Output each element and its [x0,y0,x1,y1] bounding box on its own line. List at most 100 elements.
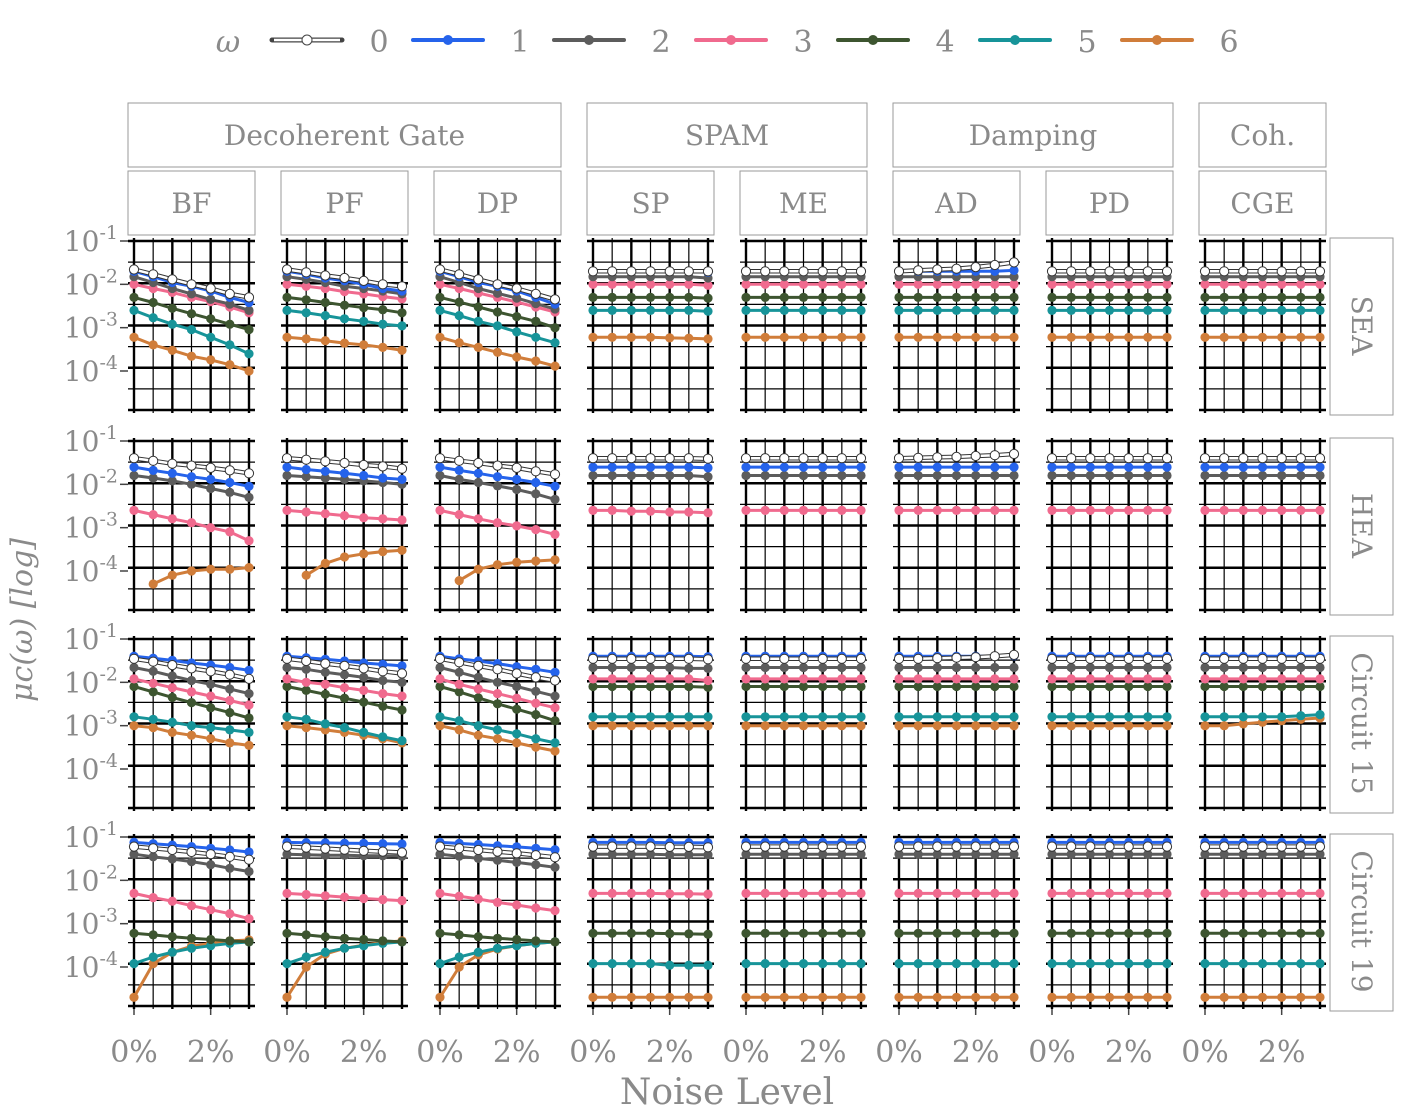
point-series-1 [282,462,292,472]
point-series-1 [913,462,923,472]
point-series-3 [1009,505,1019,515]
point-series-4 [779,928,789,938]
point-series-6 [148,579,158,589]
point-series-0 [932,841,943,852]
point-series-4 [186,309,197,319]
point-series-5 [741,712,751,722]
point-series-6 [913,332,923,342]
point-series-4 [1315,928,1325,938]
point-series-5 [703,960,713,970]
point-series-6 [1143,721,1153,731]
point-series-0 [798,653,809,664]
point-series-6 [397,345,407,355]
point-series-0 [1008,841,1020,852]
point-series-4 [129,928,139,938]
point-series-6 [588,992,598,1002]
point-series-0 [645,653,656,664]
point-series-3 [1315,505,1325,515]
point-series-0 [1238,841,1249,852]
point-series-3 [1066,674,1076,684]
point-series-4 [397,308,407,318]
point-series-4 [588,928,598,938]
point-series-6 [1124,332,1134,342]
point-series-0 [473,457,484,469]
y-tick-label: 10-4 [64,352,118,388]
point-series-3 [798,279,809,289]
point-series-1 [186,472,197,482]
point-series-3 [282,279,292,289]
point-series-1 [454,465,464,475]
point-series-3 [665,674,675,684]
point-series-3 [1104,279,1115,289]
point-series-4 [512,934,522,945]
point-series-0 [970,841,981,852]
point-series-5 [282,959,292,969]
point-series-3 [1238,505,1248,515]
y-tick-label: 10-2 [64,465,118,501]
point-series-3 [1162,505,1172,515]
point-series-6 [1009,721,1019,731]
point-series-2 [1085,662,1095,673]
point-series-2 [818,849,828,859]
point-series-2 [1009,849,1019,859]
point-series-0 [243,673,255,685]
point-series-5 [588,959,598,969]
point-series-4 [1219,292,1229,302]
point-series-4 [244,713,254,723]
point-series-4 [1104,681,1115,692]
strip-col-label-dp: DP [477,187,518,220]
y-tick-label: 10-1 [64,818,118,854]
point-series-2 [665,470,675,481]
point-series-4 [473,302,483,312]
point-series-4 [148,930,158,940]
legend-marker-3 [726,35,736,45]
legend: ω 0 1 2 3 4 5 6 [216,25,1239,60]
point-series-6 [473,730,483,740]
point-series-0 [396,281,408,292]
point-series-2 [167,854,177,864]
panel-circuit-19-ad [893,834,1020,1009]
point-series-0 [358,459,369,471]
point-series-3 [798,888,809,899]
point-series-6 [932,992,942,1002]
point-series-3 [1315,888,1325,899]
point-series-2 [818,662,828,673]
point-series-1 [588,462,598,472]
legend-label-0: 0 [369,25,388,60]
strip-row-sea [1329,237,1394,416]
point-series-3 [397,896,407,906]
point-series-3 [856,674,866,684]
point-series-4 [1047,681,1057,692]
point-series-3 [1257,674,1268,684]
point-series-0 [434,264,446,275]
point-series-6 [512,352,522,362]
point-series-3 [971,279,981,289]
point-series-2 [167,476,177,486]
point-series-4 [282,928,292,938]
point-series-4 [301,685,311,696]
point-series-2 [512,484,522,495]
point-series-0 [1238,266,1249,277]
strip-col-label-cge: CGE [1230,187,1294,220]
point-series-3 [282,505,292,515]
strip-row-hea [1329,437,1394,616]
point-series-5 [1143,959,1153,969]
point-series-5 [837,959,847,969]
point-series-0 [645,266,656,277]
point-series-2 [1047,849,1057,859]
point-series-4 [1124,681,1134,692]
point-series-2 [703,850,713,860]
point-series-5 [741,959,751,969]
point-series-6 [951,992,962,1002]
point-series-6 [531,742,541,752]
point-series-0 [473,844,484,856]
point-series-2 [741,849,751,859]
point-series-6 [818,721,828,731]
strip-row-label-circuit-19: Circuit 19 [1345,850,1378,992]
y-tick-label: 10-1 [64,620,118,656]
point-series-2 [1009,662,1019,673]
point-series-4 [932,292,942,302]
point-series-6 [454,725,464,735]
point-series-0 [167,660,178,671]
point-series-6 [1200,992,1210,1002]
